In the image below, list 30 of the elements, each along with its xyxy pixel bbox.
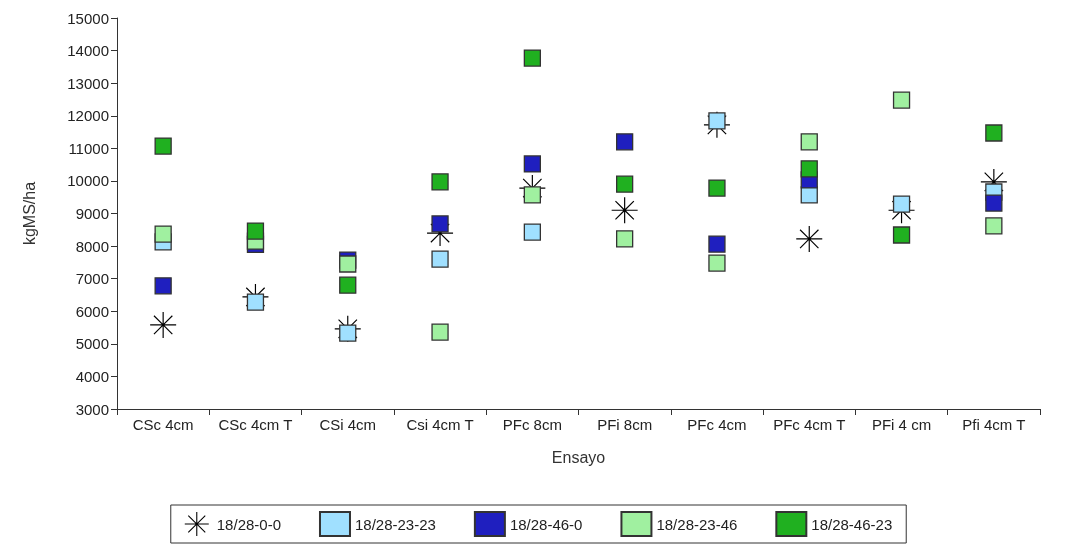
y-tick-label: 13000	[67, 74, 109, 92]
y-tick-label: 11000	[68, 139, 109, 157]
x-tick-label: CSc 4cm T	[218, 416, 293, 433]
x-tick-label: PFc 8cm	[502, 416, 562, 433]
x-tick-label: CSc 4cm	[132, 416, 194, 433]
x-tick-label: Pfi 4cm T	[962, 416, 1026, 433]
x-tick-label: Csi 4cm T	[406, 416, 474, 433]
y-tick-label: 7000	[75, 270, 109, 288]
y-tick-label: 8000	[75, 237, 109, 255]
legend-label: 18/28-46-0	[509, 515, 583, 533]
x-tick-label: CSi 4cm	[319, 416, 377, 433]
x-tick-label: PFc 4cm	[687, 416, 747, 433]
legend-label: 18/28-46-23	[811, 515, 893, 533]
legend-label: 18/28-23-46	[656, 515, 738, 533]
y-tick-label: 4000	[75, 367, 109, 385]
x-tick-label: PFi 4 cm	[871, 416, 932, 433]
y-tick-label: 9000	[75, 205, 109, 222]
legend-label: 18/28-23-23	[354, 515, 436, 533]
y-tick-label: 6000	[75, 302, 109, 320]
legend-label: 18/28-0-0	[216, 515, 281, 533]
y-tick-label: 3000	[75, 400, 109, 418]
y-tick-label: 5000	[75, 335, 109, 353]
y-axis-title: kgMS/ha	[20, 181, 38, 246]
x-tick-label: PFi 8cm	[597, 416, 653, 433]
y-tick-label: 12000	[67, 107, 109, 125]
y-tick-label: 10000	[67, 172, 109, 190]
y-tick-label: 14000	[67, 42, 109, 60]
x-axis-title: Ensayo	[551, 448, 606, 466]
x-tick-label: PFc 4cm T	[773, 416, 846, 433]
y-tick-label: 15000	[67, 9, 109, 27]
